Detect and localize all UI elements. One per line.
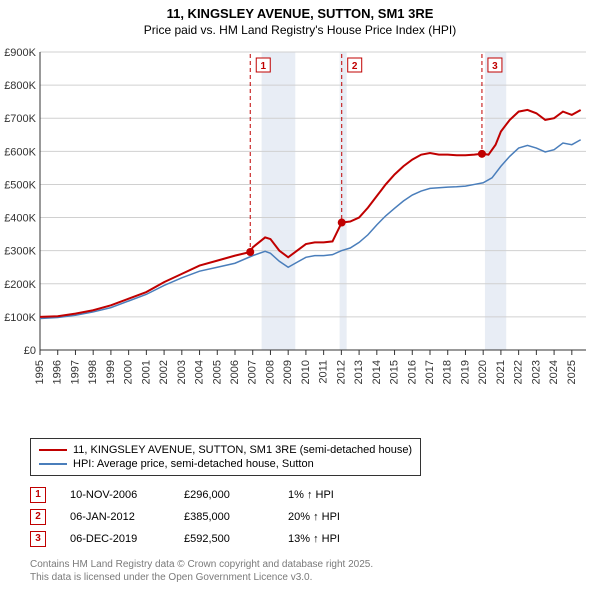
svg-text:2017: 2017 xyxy=(424,360,436,384)
sale-date: 06-DEC-2019 xyxy=(70,533,160,545)
svg-text:1999: 1999 xyxy=(105,360,117,384)
svg-text:2018: 2018 xyxy=(442,360,454,384)
svg-text:1996: 1996 xyxy=(52,360,64,384)
sale-marker: 1 xyxy=(30,487,46,503)
sale-price: £296,000 xyxy=(184,489,264,501)
svg-text:£900K: £900K xyxy=(4,47,36,59)
sale-pct: 13% ↑ HPI xyxy=(288,533,378,545)
sale-row: 1 10-NOV-2006 £296,000 1% ↑ HPI xyxy=(30,484,378,506)
svg-text:2025: 2025 xyxy=(566,360,578,384)
sale-date: 06-JAN-2012 xyxy=(70,511,160,523)
sale-marker: 3 xyxy=(30,531,46,547)
svg-text:2022: 2022 xyxy=(513,360,525,384)
sale-date: 10-NOV-2006 xyxy=(70,489,160,501)
sale-pct: 20% ↑ HPI xyxy=(288,511,378,523)
svg-text:2015: 2015 xyxy=(389,360,401,384)
svg-text:£500K: £500K xyxy=(4,179,36,191)
svg-text:2012: 2012 xyxy=(335,360,347,384)
svg-text:£100K: £100K xyxy=(4,312,36,324)
svg-text:£400K: £400K xyxy=(4,213,36,225)
svg-text:3: 3 xyxy=(492,61,498,72)
svg-text:£600K: £600K xyxy=(4,146,36,158)
svg-text:2005: 2005 xyxy=(211,360,223,384)
svg-text:2016: 2016 xyxy=(406,360,418,384)
svg-text:£200K: £200K xyxy=(4,279,36,291)
svg-text:2004: 2004 xyxy=(194,360,206,384)
svg-text:2014: 2014 xyxy=(371,360,383,384)
svg-text:2024: 2024 xyxy=(548,360,560,384)
legend-item: 11, KINGSLEY AVENUE, SUTTON, SM1 3RE (se… xyxy=(39,443,412,457)
svg-text:2011: 2011 xyxy=(318,360,330,384)
svg-text:2013: 2013 xyxy=(353,360,365,384)
svg-text:2010: 2010 xyxy=(300,360,312,384)
svg-text:£0: £0 xyxy=(24,345,36,357)
svg-text:2006: 2006 xyxy=(229,360,241,384)
svg-text:1: 1 xyxy=(260,61,266,72)
sale-row: 2 06-JAN-2012 £385,000 20% ↑ HPI xyxy=(30,506,378,528)
chart-title: 11, KINGSLEY AVENUE, SUTTON, SM1 3RE xyxy=(0,0,600,23)
svg-text:1995: 1995 xyxy=(34,360,46,384)
legend-swatch xyxy=(39,463,67,465)
svg-text:2: 2 xyxy=(352,61,358,72)
svg-text:£800K: £800K xyxy=(4,80,36,92)
svg-text:2007: 2007 xyxy=(247,360,259,384)
sale-marker: 2 xyxy=(30,509,46,525)
svg-text:2008: 2008 xyxy=(264,360,276,384)
sale-pct: 1% ↑ HPI xyxy=(288,489,378,501)
svg-text:2000: 2000 xyxy=(123,360,135,384)
svg-text:2023: 2023 xyxy=(530,360,542,384)
legend-item: HPI: Average price, semi-detached house,… xyxy=(39,457,412,471)
sale-price: £592,500 xyxy=(184,533,264,545)
svg-text:2002: 2002 xyxy=(158,360,170,384)
svg-text:1997: 1997 xyxy=(69,360,81,384)
chart-legend: 11, KINGSLEY AVENUE, SUTTON, SM1 3RE (se… xyxy=(30,438,421,476)
svg-text:£700K: £700K xyxy=(4,113,36,125)
svg-text:1998: 1998 xyxy=(87,360,99,384)
sales-table: 1 10-NOV-2006 £296,000 1% ↑ HPI 2 06-JAN-2012… xyxy=(30,484,378,550)
svg-text:2021: 2021 xyxy=(495,360,507,384)
price-chart: £0 £100K £200K £300K £400K £500K £600K £700K £80… xyxy=(0,44,600,404)
sale-row: 3 06-DEC-2019 £592,500 13% ↑ HPI xyxy=(30,528,378,550)
chart-subtitle: Price paid vs. HM Land Registry's House … xyxy=(0,23,600,41)
legend-swatch xyxy=(39,449,67,451)
footnote: Contains HM Land Registry data © Crown c… xyxy=(30,558,373,584)
legend-label: 11, KINGSLEY AVENUE, SUTTON, SM1 3RE (se… xyxy=(73,444,412,456)
svg-text:2019: 2019 xyxy=(459,360,471,384)
svg-text:2009: 2009 xyxy=(282,360,294,384)
svg-text:2001: 2001 xyxy=(140,360,152,384)
svg-text:£300K: £300K xyxy=(4,246,36,258)
sale-price: £385,000 xyxy=(184,511,264,523)
legend-label: HPI: Average price, semi-detached house,… xyxy=(73,458,314,470)
svg-text:2003: 2003 xyxy=(176,360,188,384)
svg-text:2020: 2020 xyxy=(477,360,489,384)
